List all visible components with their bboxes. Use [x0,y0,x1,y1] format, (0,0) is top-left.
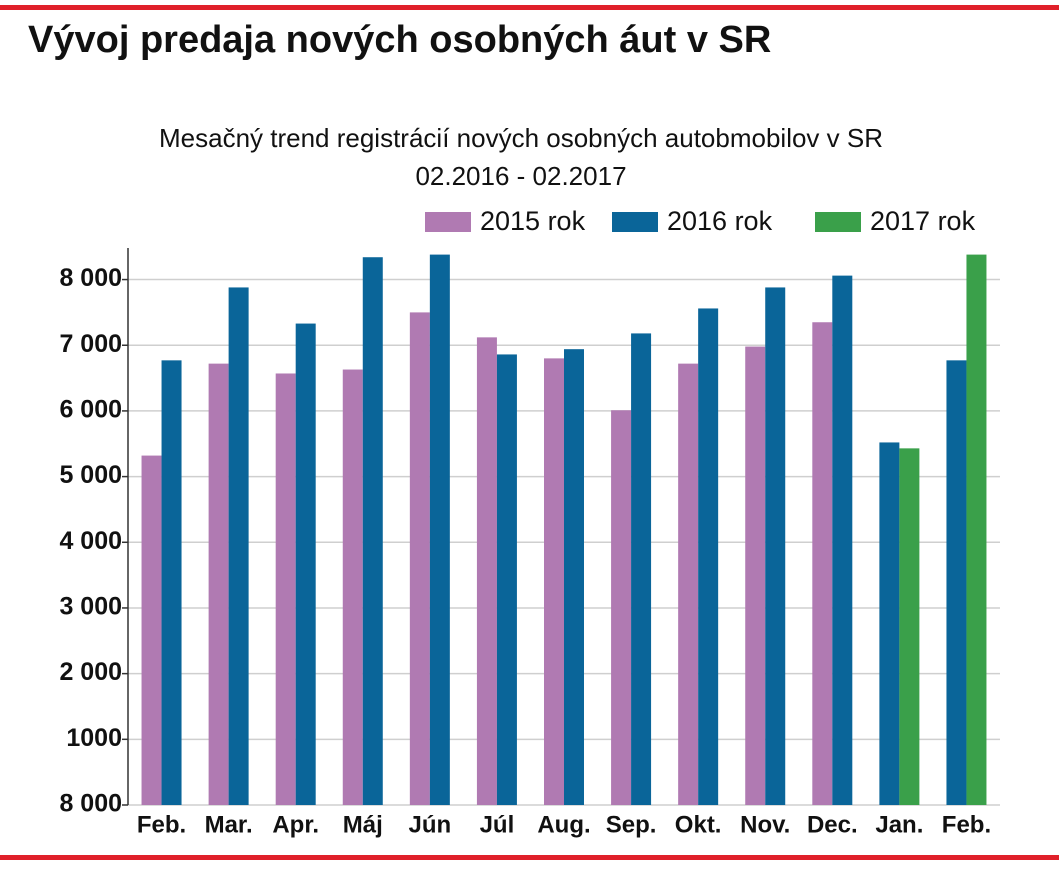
x-tick-label: Sep. [606,811,657,838]
bar [496,354,517,805]
x-tick-label: Jan. [875,811,923,838]
bar [342,369,363,805]
bar [409,312,430,805]
bar [362,257,383,805]
bar [879,442,900,805]
bar [544,358,564,805]
bar [161,360,182,805]
y-tick-label: 7 000 [59,330,122,358]
bar [899,448,920,805]
x-tick-label: Feb. [137,811,186,838]
bar [275,373,296,805]
y-tick-label: 6 000 [59,396,122,424]
legend-label: 2017 rok [870,206,976,236]
y-tick-label: 8 000 [59,790,122,818]
x-tick-label: Júl [480,811,515,838]
legend-swatch [815,212,861,232]
y-tick-label: 1000 [66,724,122,752]
chart-subtitle: Mesačný trend registrácií nových osobnýc… [159,123,883,153]
y-tick-label: 2 000 [59,658,122,686]
bar [631,333,652,805]
x-tick-label: Apr. [272,811,319,838]
chart-subtitle: 02.2016 - 02.2017 [415,161,626,191]
x-tick-label: Dec. [807,811,858,838]
x-tick-label: Okt. [675,811,722,838]
bar [832,275,853,806]
chart-title: Vývoj predaja nových osobných áut v SR [28,19,771,61]
bar [812,322,833,805]
bar [429,254,450,805]
y-tick-label: 5 000 [59,461,122,489]
legend-label: 2015 rok [480,206,586,236]
bar [946,360,967,805]
bar [141,455,162,805]
legend-swatch [612,212,658,232]
y-tick-label: 3 000 [59,593,122,621]
x-tick-label: Nov. [740,811,790,838]
bottom-rule [0,855,1059,860]
y-tick-label: 8 000 [59,264,122,292]
bar [966,254,987,805]
y-tick-label: 4 000 [59,527,122,555]
bar [208,363,229,805]
bar [564,349,584,805]
bar [745,346,766,805]
bar [678,363,699,805]
x-tick-label: Mar. [205,811,253,838]
x-tick-label: Máj [343,811,383,838]
x-tick-label: Aug. [537,811,590,838]
top-rule [0,5,1059,10]
x-tick-label: Jún [409,811,452,838]
bar [228,287,249,805]
bar [476,337,497,805]
legend-label: 2016 rok [667,206,773,236]
bar [295,323,316,805]
bar [698,308,719,805]
legend-swatch [425,212,471,232]
x-tick-label: Feb. [942,811,991,838]
bar [611,410,632,805]
bar [765,287,786,805]
